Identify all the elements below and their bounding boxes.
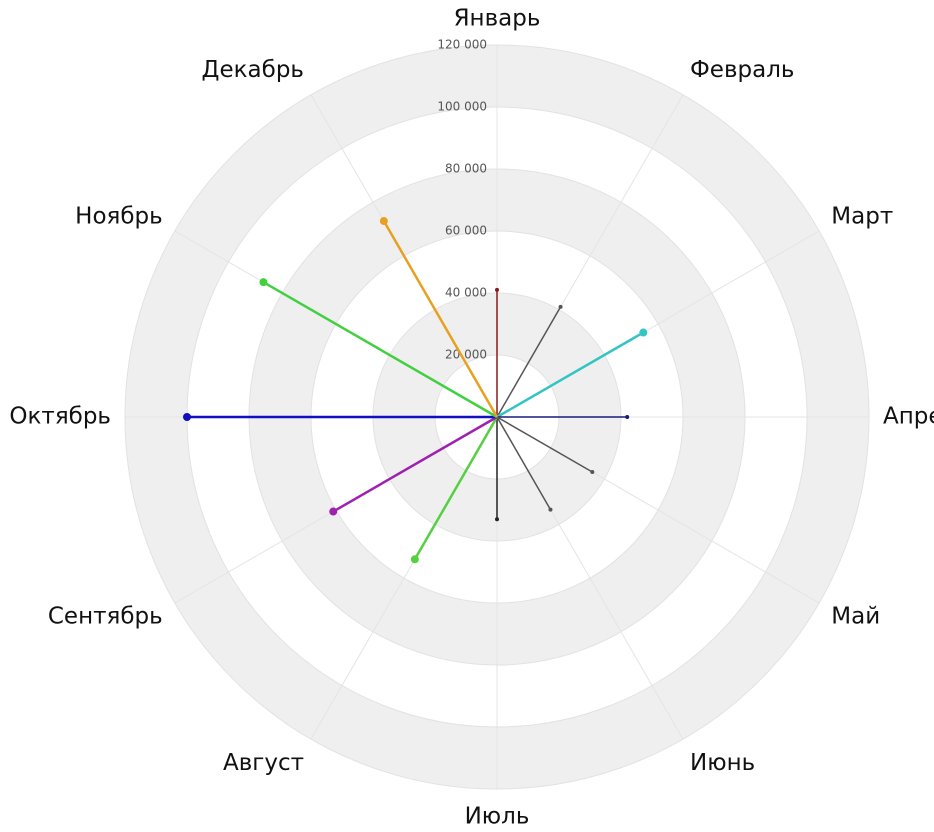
- radial-line: [332, 415, 498, 513]
- point: [410, 555, 419, 564]
- category-label: Декабрь: [202, 57, 304, 83]
- radial-line: [382, 220, 499, 418]
- y-tick-label: 80 000: [445, 162, 487, 176]
- radial-line: [413, 416, 499, 560]
- category-label: Август: [223, 750, 304, 776]
- point: [548, 507, 553, 512]
- point: [379, 217, 388, 226]
- radial-line: [496, 306, 562, 418]
- category-label: Июль: [465, 804, 530, 830]
- radial-line: [496, 416, 593, 473]
- point: [183, 413, 191, 421]
- category-label: Июнь: [690, 750, 755, 776]
- category-label: Апрель: [883, 404, 934, 430]
- point: [625, 415, 630, 419]
- category-label: Май: [831, 604, 880, 630]
- point: [495, 287, 499, 292]
- y-tick-label: 100 000: [437, 100, 487, 114]
- category-label: Октябрь: [9, 404, 111, 430]
- point: [590, 470, 595, 475]
- point: [495, 517, 499, 522]
- category-label: Март: [831, 204, 893, 230]
- y-tick-label: 60 000: [445, 224, 487, 238]
- point: [639, 328, 648, 337]
- point: [558, 304, 563, 309]
- category-label: Сентябрь: [48, 604, 163, 630]
- y-tick-label: 40 000: [445, 286, 487, 300]
- radial-line: [496, 416, 552, 510]
- category-label: Ноябрь: [75, 204, 163, 230]
- y-tick-label: 20 000: [445, 348, 487, 362]
- point: [259, 278, 268, 287]
- y-tick-label: 120 000: [437, 38, 487, 52]
- radial-line: [262, 281, 498, 419]
- point: [329, 507, 338, 516]
- category-label: Январь: [454, 6, 541, 32]
- radial-line: [496, 331, 644, 419]
- category-label: Февраль: [690, 57, 794, 83]
